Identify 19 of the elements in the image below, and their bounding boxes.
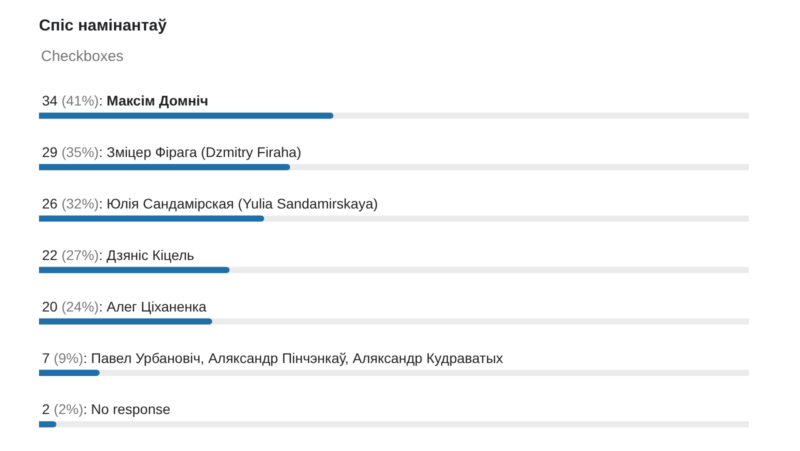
- y-tick-label: Максім Домніч: [106, 92, 208, 109]
- y-tick-label: Павел Урбановіч, Аляксандр Пінчэнкаў, Аляксандр Кудраватых: [91, 350, 504, 366]
- bar: [39, 370, 100, 376]
- chart-subtitle: Checkboxes: [41, 48, 124, 65]
- data-label: 20 (24%):: [42, 298, 103, 314]
- data-label: 22 (27%):: [42, 246, 103, 263]
- y-tick-label: Дзяніс Кіцель: [106, 246, 194, 263]
- chart-title: Спіс намінантаў: [39, 18, 167, 35]
- y-tick-label: Алег Ціханенка: [106, 298, 207, 314]
- data-label: 2 (2%):: [42, 401, 88, 418]
- data-label: 34 (41%):: [42, 92, 103, 109]
- data-label: 7 (9%):: [42, 350, 88, 366]
- y-tick-label: Юлія Сандамірская (Yulia Sandamirskaya): [106, 195, 378, 212]
- bar: [39, 318, 212, 325]
- data-label: 29 (35%):: [42, 144, 103, 160]
- y-tick-label: Зміцер Фірага (Dzmitry Firaha): [106, 144, 302, 160]
- data-label: 26 (32%):: [42, 195, 103, 212]
- y-tick-label: No response: [91, 401, 171, 418]
- bar: [39, 421, 56, 428]
